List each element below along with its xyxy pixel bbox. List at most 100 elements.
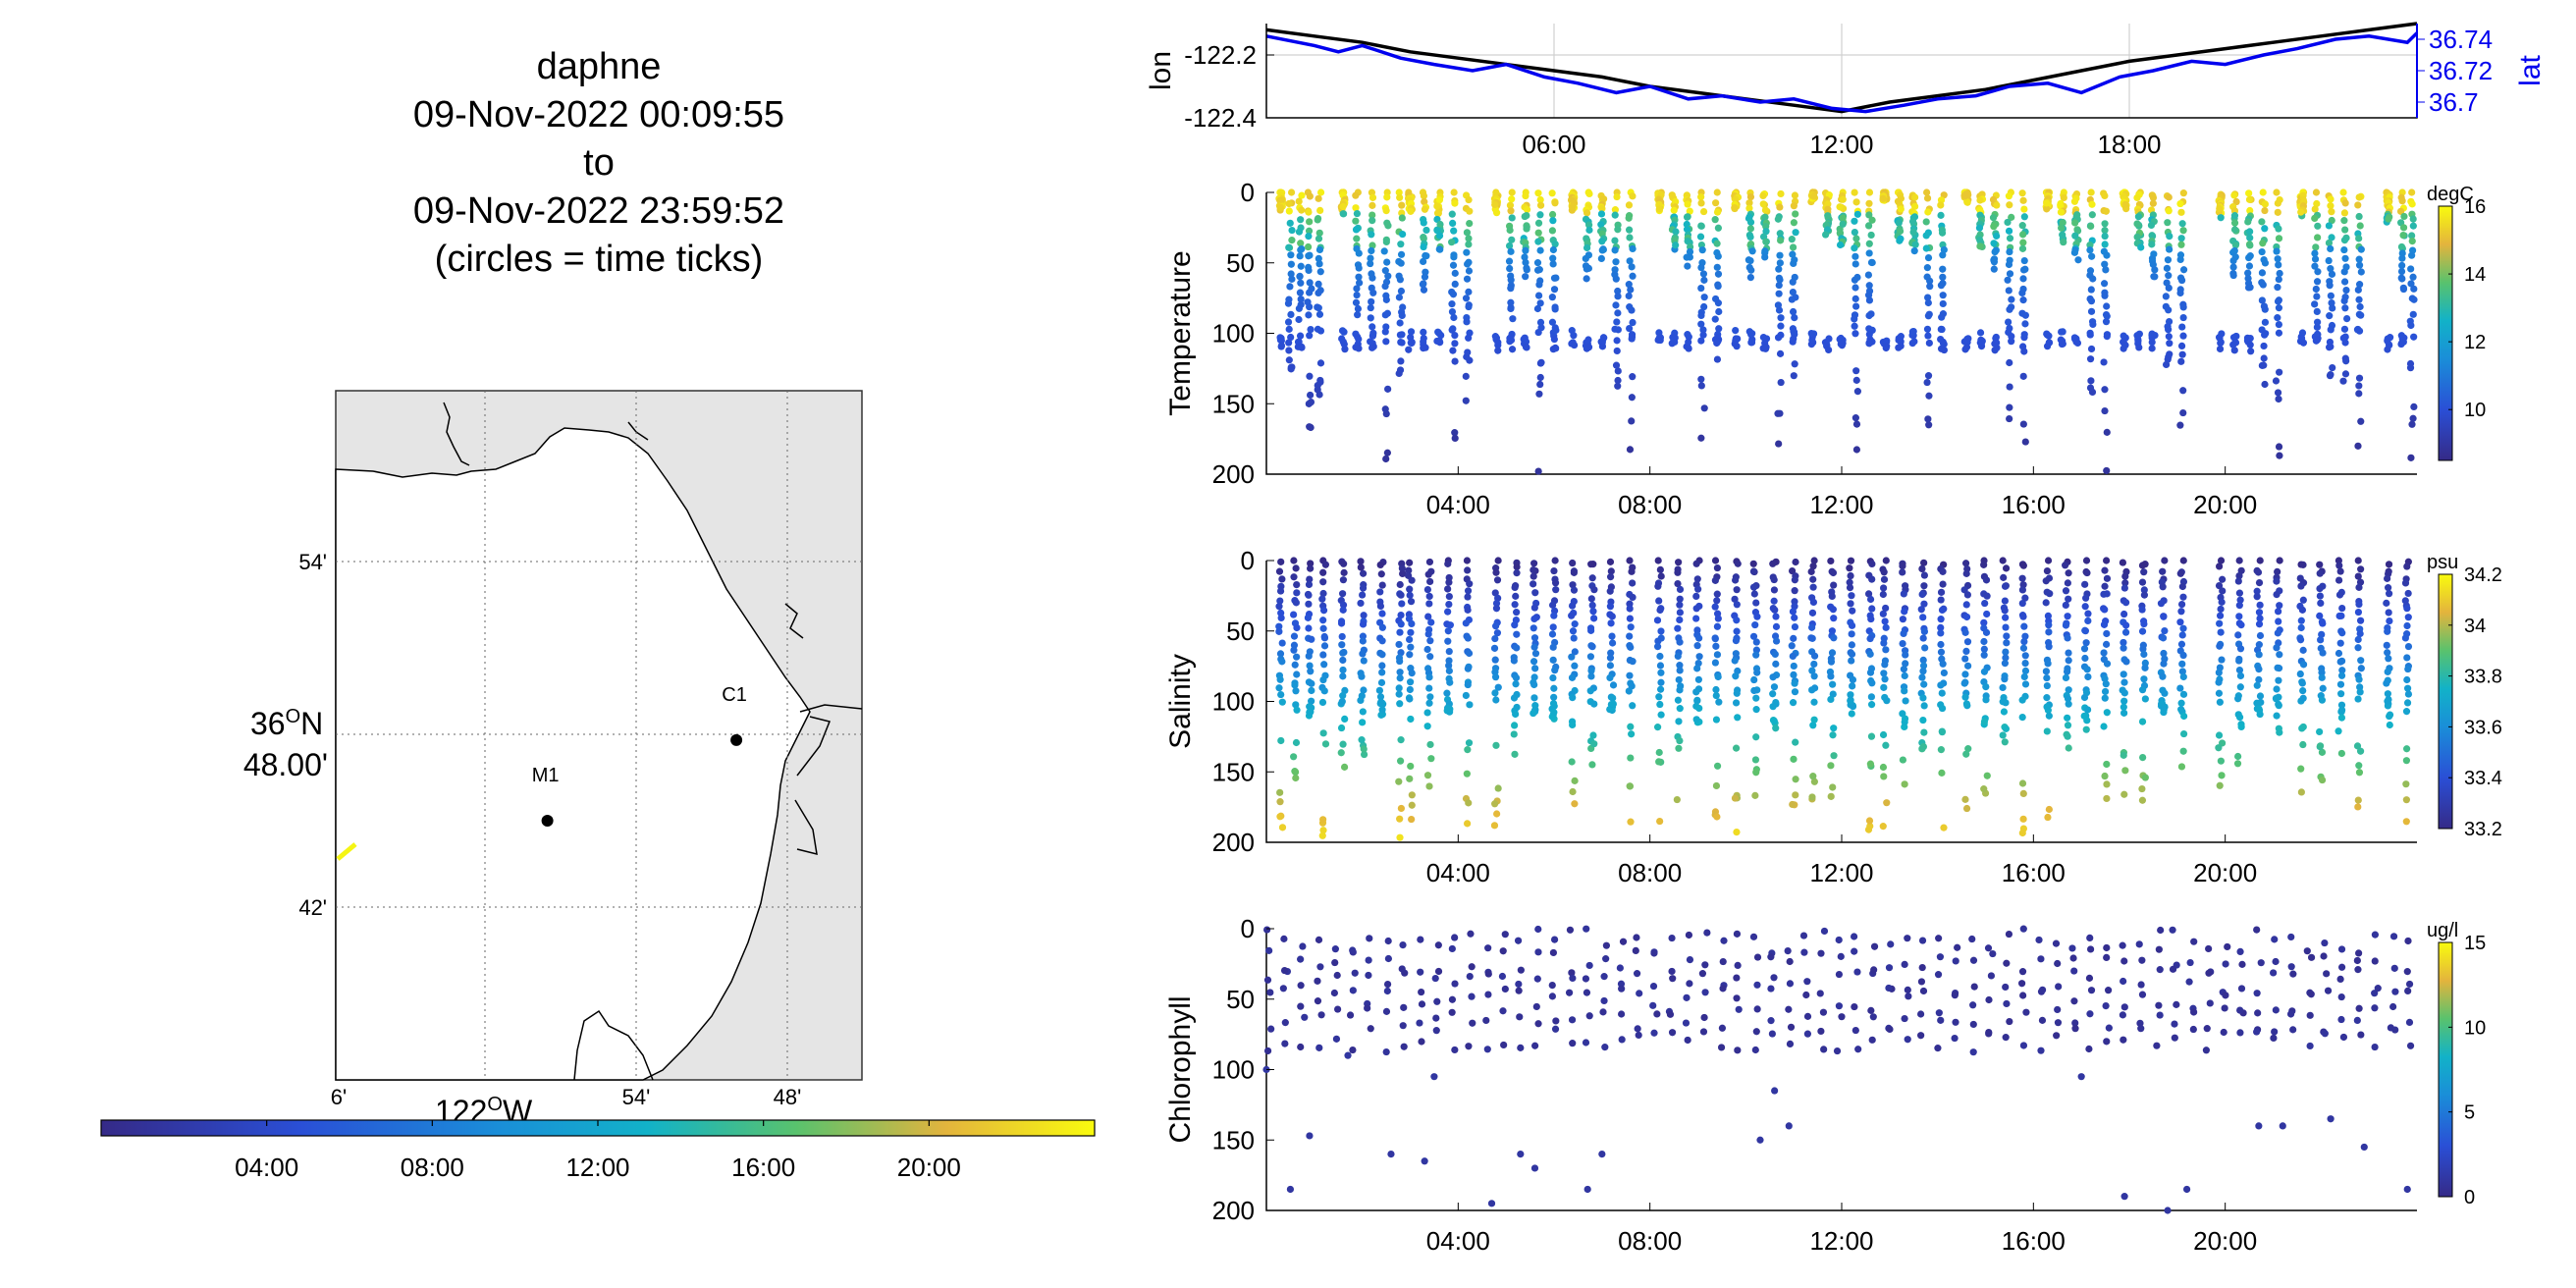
data-point [2120, 332, 2127, 340]
data-point [2327, 202, 2334, 210]
data-point [1569, 559, 1577, 567]
data-point [2165, 193, 2173, 201]
data-point [2318, 696, 2327, 704]
data-point [2273, 247, 2281, 255]
data-point [1450, 313, 1458, 322]
data-point [2120, 671, 2127, 678]
data-point [1381, 282, 1389, 291]
data-point [2289, 970, 2297, 978]
data-point [1923, 264, 1931, 272]
data-point [2354, 286, 2362, 294]
data-point [2062, 621, 2070, 629]
data-point [1918, 937, 1927, 944]
data-point [1535, 281, 1543, 289]
data-point [1365, 956, 1372, 964]
data-point [1777, 314, 1785, 322]
data-point [1533, 304, 1542, 313]
data-point [2319, 649, 2327, 657]
data-point [2002, 724, 2011, 732]
data-point [1939, 273, 1947, 281]
data-point [1963, 198, 1971, 206]
data-point [1284, 299, 1293, 307]
data-point [2235, 613, 2243, 620]
data-point [1445, 600, 1453, 609]
data-point [1784, 946, 1792, 955]
data-point [1448, 307, 1457, 316]
data-point [1848, 650, 1856, 658]
data-point [2103, 760, 2111, 769]
data-point [1533, 259, 1542, 267]
data-point [1669, 333, 1677, 342]
data-point [1626, 632, 1634, 640]
data-point [1901, 960, 1908, 969]
data-point [2043, 673, 2051, 682]
data-point [1963, 591, 1971, 599]
data-point [1500, 1041, 1508, 1049]
data-point [2134, 213, 2143, 221]
data-point [1608, 632, 1616, 640]
data-point [1700, 302, 1708, 311]
data-point [1568, 758, 1576, 766]
data-point [2246, 242, 2254, 249]
data-point [2080, 693, 2089, 702]
data-point [1395, 690, 1403, 698]
data-point [2054, 1019, 2063, 1027]
data-point [1598, 1151, 1606, 1158]
data-point [2141, 774, 2149, 781]
data-point [1982, 696, 1990, 704]
data-point [1290, 646, 1298, 654]
data-point [1276, 334, 1284, 342]
data-point [1695, 704, 1703, 713]
data-point [1568, 612, 1576, 619]
data-point [2140, 650, 2148, 659]
data-point [2273, 188, 2281, 196]
data-point [2403, 968, 2411, 976]
data-point [1920, 600, 1928, 608]
data-point [1940, 824, 1948, 832]
data-point [2234, 577, 2242, 585]
coastline-river-1 [443, 402, 470, 466]
data-point [1674, 696, 1683, 704]
data-point [2314, 234, 2322, 242]
data-point [1747, 266, 1755, 274]
data-point [2070, 197, 2079, 205]
data-point [1650, 949, 1658, 957]
data-point [1339, 656, 1347, 665]
data-point [1731, 794, 1740, 802]
time-colorbar-tick-label: 04:00 [235, 1153, 298, 1182]
data-point [2165, 333, 2173, 341]
data-point [2156, 1011, 2164, 1019]
data-point [1530, 673, 1538, 681]
data-point [2068, 944, 2076, 952]
data-point [2139, 645, 2147, 653]
data-point [1989, 214, 1998, 222]
data-point [1334, 1005, 1342, 1013]
data-point [2404, 987, 2412, 994]
data-point [2006, 403, 2013, 411]
data-point [1674, 624, 1682, 632]
data-point [1918, 673, 1926, 681]
data-point [1693, 642, 1701, 650]
data-point [1521, 334, 1529, 342]
data-point [1421, 198, 1428, 206]
data-point [1368, 217, 1376, 225]
data-point [1899, 756, 1907, 764]
data-point [1359, 719, 1367, 726]
data-point [1550, 566, 1558, 575]
data-point [2058, 224, 2066, 232]
data-point [1866, 760, 1874, 768]
data-point [2101, 772, 2109, 780]
data-point [2323, 970, 2331, 978]
data-point [2401, 579, 2410, 587]
data-point [1290, 753, 1298, 761]
data-point [2404, 589, 2412, 598]
data-point [1654, 582, 1662, 590]
data-point [1396, 815, 1404, 823]
data-point [1767, 953, 1775, 961]
data-point [1775, 281, 1783, 290]
data-point [1293, 623, 1301, 632]
data-point [1406, 775, 1414, 782]
data-point [2276, 368, 2283, 376]
data-point [2386, 721, 2393, 729]
data-point [1522, 191, 1530, 200]
